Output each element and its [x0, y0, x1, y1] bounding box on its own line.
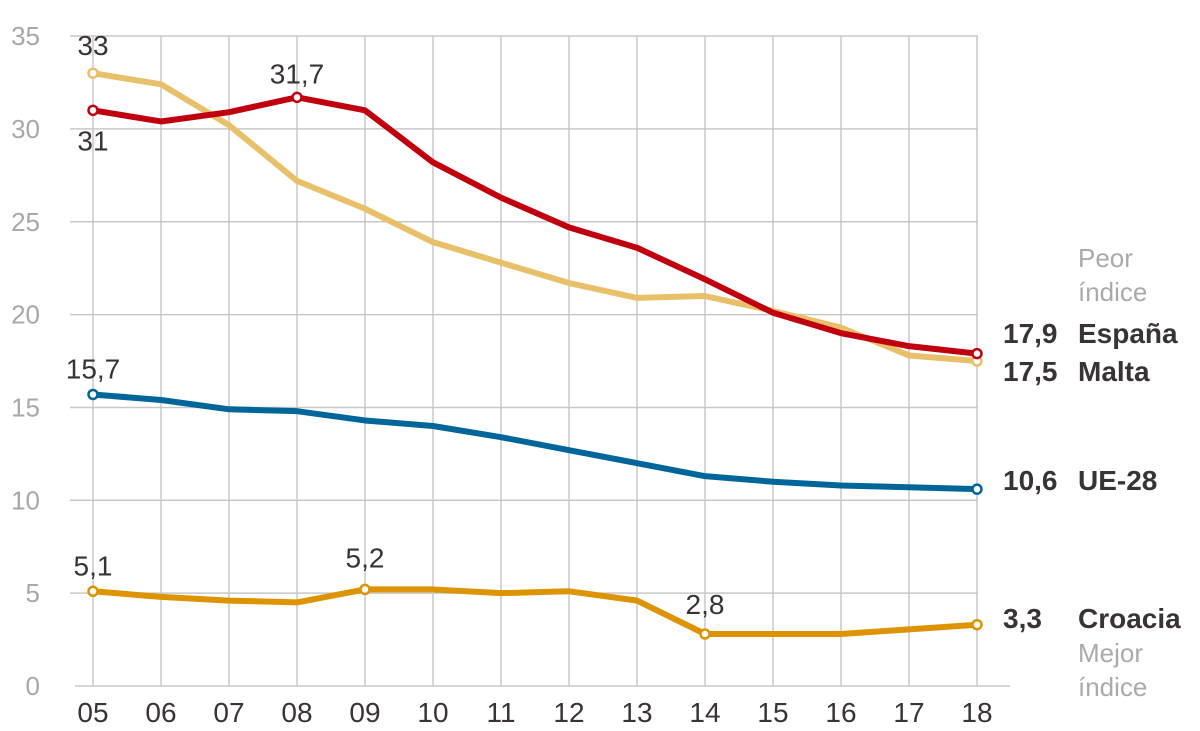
- x-tick-label: 07: [213, 697, 244, 728]
- data-point: [87, 104, 99, 117]
- data-label: 31: [77, 125, 108, 156]
- end-point: [971, 347, 983, 360]
- end-point: [971, 618, 983, 631]
- end-series-label: UE-28: [1078, 465, 1157, 496]
- end-labels: 17,5 Malta 17,9 España 10,6 UE-28 3,3 Croacia: [1003, 318, 1181, 634]
- data-point: [87, 67, 99, 79]
- data-label: 5,1: [74, 550, 113, 581]
- y-tick-label: 35: [11, 21, 40, 51]
- end-value-label: 3,3: [1003, 603, 1042, 634]
- annotations: 33 31 31,7 15,7 5,1 5,2 2,8: [66, 30, 725, 620]
- end-value-label: 17,9: [1003, 318, 1058, 349]
- end-point: [971, 483, 983, 495]
- series-line-croacia: [92, 586, 978, 638]
- end-value-label: 10,6: [1003, 465, 1058, 496]
- data-label: 15,7: [66, 353, 121, 384]
- best-note: índice: [1078, 672, 1147, 702]
- data-point: [87, 585, 99, 598]
- data-point: [699, 628, 711, 640]
- notes: Peor índice Mejor índice: [1078, 243, 1147, 702]
- grid: [70, 35, 1010, 687]
- x-axis-ticks: 05 06 07 08 09 10 11 12 13 14 15 16 17 18: [77, 697, 992, 728]
- end-value-label: 17,5: [1003, 356, 1058, 387]
- data-label: 2,8: [686, 589, 725, 620]
- x-tick-label: 09: [349, 697, 380, 728]
- end-series-label: Malta: [1078, 356, 1150, 387]
- series-line-ue-28: [92, 391, 978, 493]
- x-tick-label: 11: [486, 697, 515, 728]
- data-label: 33: [77, 30, 108, 61]
- x-tick-label: 08: [281, 697, 312, 728]
- y-axis-ticks: 0 5 10 15 20 25 30 35: [11, 21, 40, 701]
- x-tick-label: 17: [893, 697, 924, 728]
- data-point: [359, 583, 371, 596]
- series-lines: [92, 70, 978, 638]
- series-points: [87, 67, 983, 640]
- y-tick-label: 20: [11, 300, 40, 330]
- x-tick-label: 14: [689, 697, 720, 728]
- series-line-españa: [92, 94, 978, 357]
- series-line-malta: [92, 70, 978, 365]
- end-series-label: España: [1078, 318, 1178, 349]
- y-tick-label: 15: [11, 392, 40, 422]
- x-tick-label: 05: [77, 697, 108, 728]
- worst-note: índice: [1078, 277, 1147, 307]
- end-series-label: Croacia: [1078, 603, 1181, 634]
- x-tick-label: 15: [757, 697, 788, 728]
- data-point: [87, 388, 99, 401]
- y-tick-label: 5: [26, 578, 40, 608]
- best-note: Mejor: [1078, 638, 1143, 668]
- x-tick-label: 12: [553, 697, 584, 728]
- y-tick-label: 30: [11, 114, 40, 144]
- x-tick-label: 10: [417, 697, 448, 728]
- y-tick-label: 10: [11, 485, 40, 515]
- x-tick-label: 18: [961, 697, 992, 728]
- worst-note: Peor: [1078, 243, 1133, 273]
- y-tick-label: 25: [11, 207, 40, 237]
- data-label: 5,2: [346, 542, 385, 573]
- x-tick-label: 16: [825, 697, 856, 728]
- y-tick-label: 0: [26, 671, 40, 701]
- x-tick-label: 13: [621, 697, 652, 728]
- data-label: 31,7: [270, 58, 325, 89]
- x-tick-label: 06: [145, 697, 176, 728]
- data-point: [291, 91, 303, 104]
